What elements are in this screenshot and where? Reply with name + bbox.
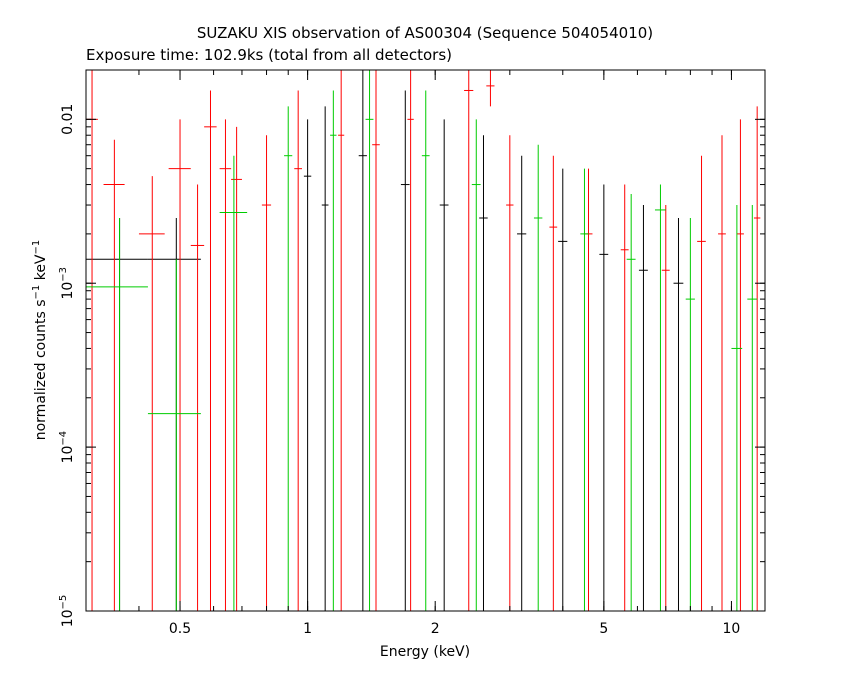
data-point <box>86 218 148 611</box>
data-point <box>261 135 272 611</box>
y-axis-label-main: normalized counts s <box>33 299 49 440</box>
data-point <box>421 90 430 611</box>
plot-frame <box>85 69 766 612</box>
y-tick-label: 10−5 <box>58 595 76 628</box>
data-point <box>86 70 98 611</box>
data-point <box>626 194 636 611</box>
data-point <box>731 205 743 611</box>
data-point <box>86 218 148 611</box>
y-axis-label-sup2: −1 <box>31 240 42 255</box>
data-point <box>103 139 125 611</box>
data-point <box>365 70 374 611</box>
y-axis-label-mid: keV <box>33 254 49 285</box>
chart-title: SUZAKU XIS observation of AS00304 (Seque… <box>197 24 653 42</box>
data-point <box>506 135 514 611</box>
data-point <box>231 126 242 611</box>
data-point <box>654 184 666 611</box>
data-point <box>147 259 201 611</box>
data-point <box>736 119 744 611</box>
data-point <box>549 155 558 611</box>
y-tick-label: 0.01 <box>60 104 76 135</box>
data-point <box>580 168 589 611</box>
y-tick-label: 10−3 <box>58 267 76 300</box>
data-point <box>321 106 329 611</box>
data-point <box>479 135 488 611</box>
data-point <box>204 90 217 611</box>
data-point <box>533 144 543 611</box>
data-point <box>558 168 568 611</box>
data-point <box>400 90 410 611</box>
y-axis-label: normalized counts s−1 keV−1 <box>31 240 49 441</box>
data-point <box>697 155 706 611</box>
data-point <box>685 218 695 611</box>
data-point <box>372 70 380 611</box>
data-point <box>471 119 481 611</box>
data-point <box>439 119 449 611</box>
data-point <box>168 119 191 611</box>
data-point <box>584 168 593 611</box>
data-point <box>407 70 414 611</box>
data-point <box>138 176 165 611</box>
data-point <box>219 155 248 611</box>
data-point <box>219 119 232 611</box>
data-point <box>718 135 726 611</box>
x-tick-label: 5 <box>599 621 608 637</box>
data-point <box>620 184 629 611</box>
x-tick-label: 2 <box>431 621 440 637</box>
data-point <box>147 218 201 611</box>
x-tick-label: 1 <box>303 621 312 637</box>
data-point <box>358 70 367 611</box>
series-2 <box>86 70 758 611</box>
data-point <box>673 218 684 611</box>
data-point <box>599 184 609 611</box>
data-point <box>486 70 495 107</box>
y-axis-label-sup1: −1 <box>31 285 42 300</box>
data-point <box>294 90 303 611</box>
data-point <box>638 205 648 611</box>
data-point <box>464 70 474 611</box>
data-point <box>190 184 205 611</box>
data-point <box>284 106 293 611</box>
series-0 <box>86 70 684 611</box>
data-point <box>338 70 345 611</box>
chart-subtitle: Exposure time: 102.9ks (total from all d… <box>86 46 452 64</box>
data-point <box>753 106 761 611</box>
data-point <box>661 205 670 611</box>
ticks-layer: 0.5 1 2 5 10 0.01 10−3 10−4 10−5 <box>58 69 765 637</box>
x-axis-label: Energy (keV) <box>380 644 470 660</box>
data-point <box>330 90 337 611</box>
data-point <box>517 155 527 611</box>
x-tick-label: 10 <box>723 621 741 637</box>
y-tick-label: 10−4 <box>58 431 76 464</box>
x-tick-label: 0.5 <box>169 621 191 637</box>
data-point <box>303 119 312 611</box>
series-1 <box>86 70 761 611</box>
data-layer <box>86 70 761 611</box>
data-point <box>747 205 758 611</box>
